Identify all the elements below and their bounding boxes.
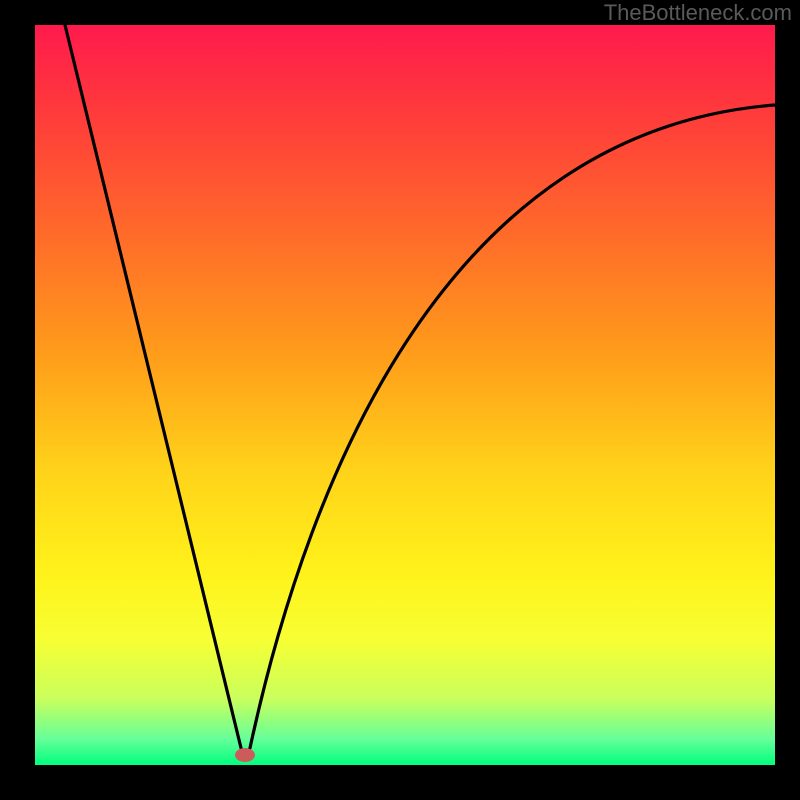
chart-container: TheBottleneck.com	[0, 0, 800, 800]
bottleneck-curve	[65, 25, 775, 754]
curve-layer	[35, 25, 775, 765]
plot-area	[35, 25, 775, 765]
minimum-marker	[235, 748, 255, 762]
watermark-text: TheBottleneck.com	[604, 0, 792, 26]
